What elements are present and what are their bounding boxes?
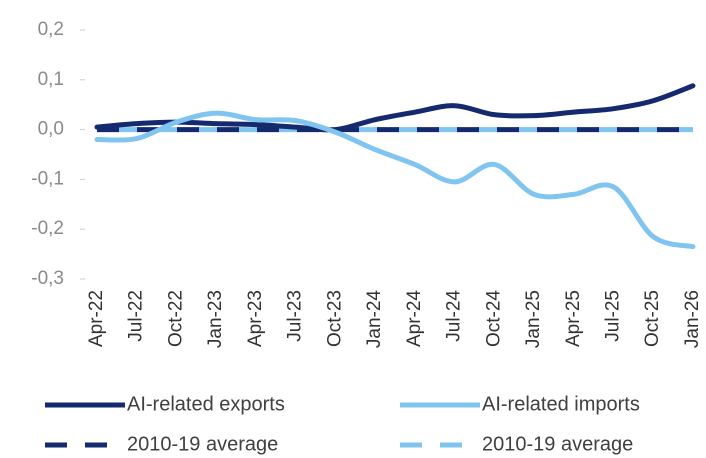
y-tick-label: -0,1 — [31, 168, 64, 189]
series-line — [94, 110, 696, 250]
x-tick-label: Oct-23 — [324, 290, 345, 347]
legend-label: 2010-19 average — [127, 433, 278, 455]
x-tick-label: Apr-24 — [404, 290, 425, 347]
x-tick-label: Apr-25 — [563, 290, 584, 347]
y-tick-label: -0,2 — [31, 218, 64, 239]
legend-label: AI-related imports — [482, 393, 640, 415]
legend-label: AI-related exports — [127, 393, 285, 415]
x-tick-label: Jul-24 — [444, 290, 465, 342]
x-tick-label: Apr-22 — [86, 290, 107, 347]
x-tick-label: Jan-23 — [205, 290, 226, 348]
x-tick-label: Jul-23 — [285, 290, 306, 342]
x-tick-label: Apr-23 — [245, 290, 266, 347]
x-tick-label: Jan-25 — [523, 290, 544, 348]
x-tick-label: Jul-25 — [603, 290, 624, 342]
x-tick-label: Oct-25 — [642, 290, 663, 347]
y-tick-label: 0,1 — [38, 69, 64, 90]
y-tick-label: 0,0 — [38, 119, 64, 140]
x-tick-label: Jan-24 — [364, 290, 385, 349]
x-tick-label: Oct-24 — [483, 290, 504, 347]
series-line — [94, 83, 696, 133]
y-tick-label: -0,3 — [31, 268, 64, 289]
y-tick-label: 0,2 — [38, 19, 64, 40]
x-tick-label: Oct-22 — [165, 290, 186, 347]
legend-label: 2010-19 average — [482, 433, 633, 455]
x-tick-label: Jan-26 — [682, 290, 703, 348]
x-tick-label: Jul-22 — [126, 290, 147, 342]
